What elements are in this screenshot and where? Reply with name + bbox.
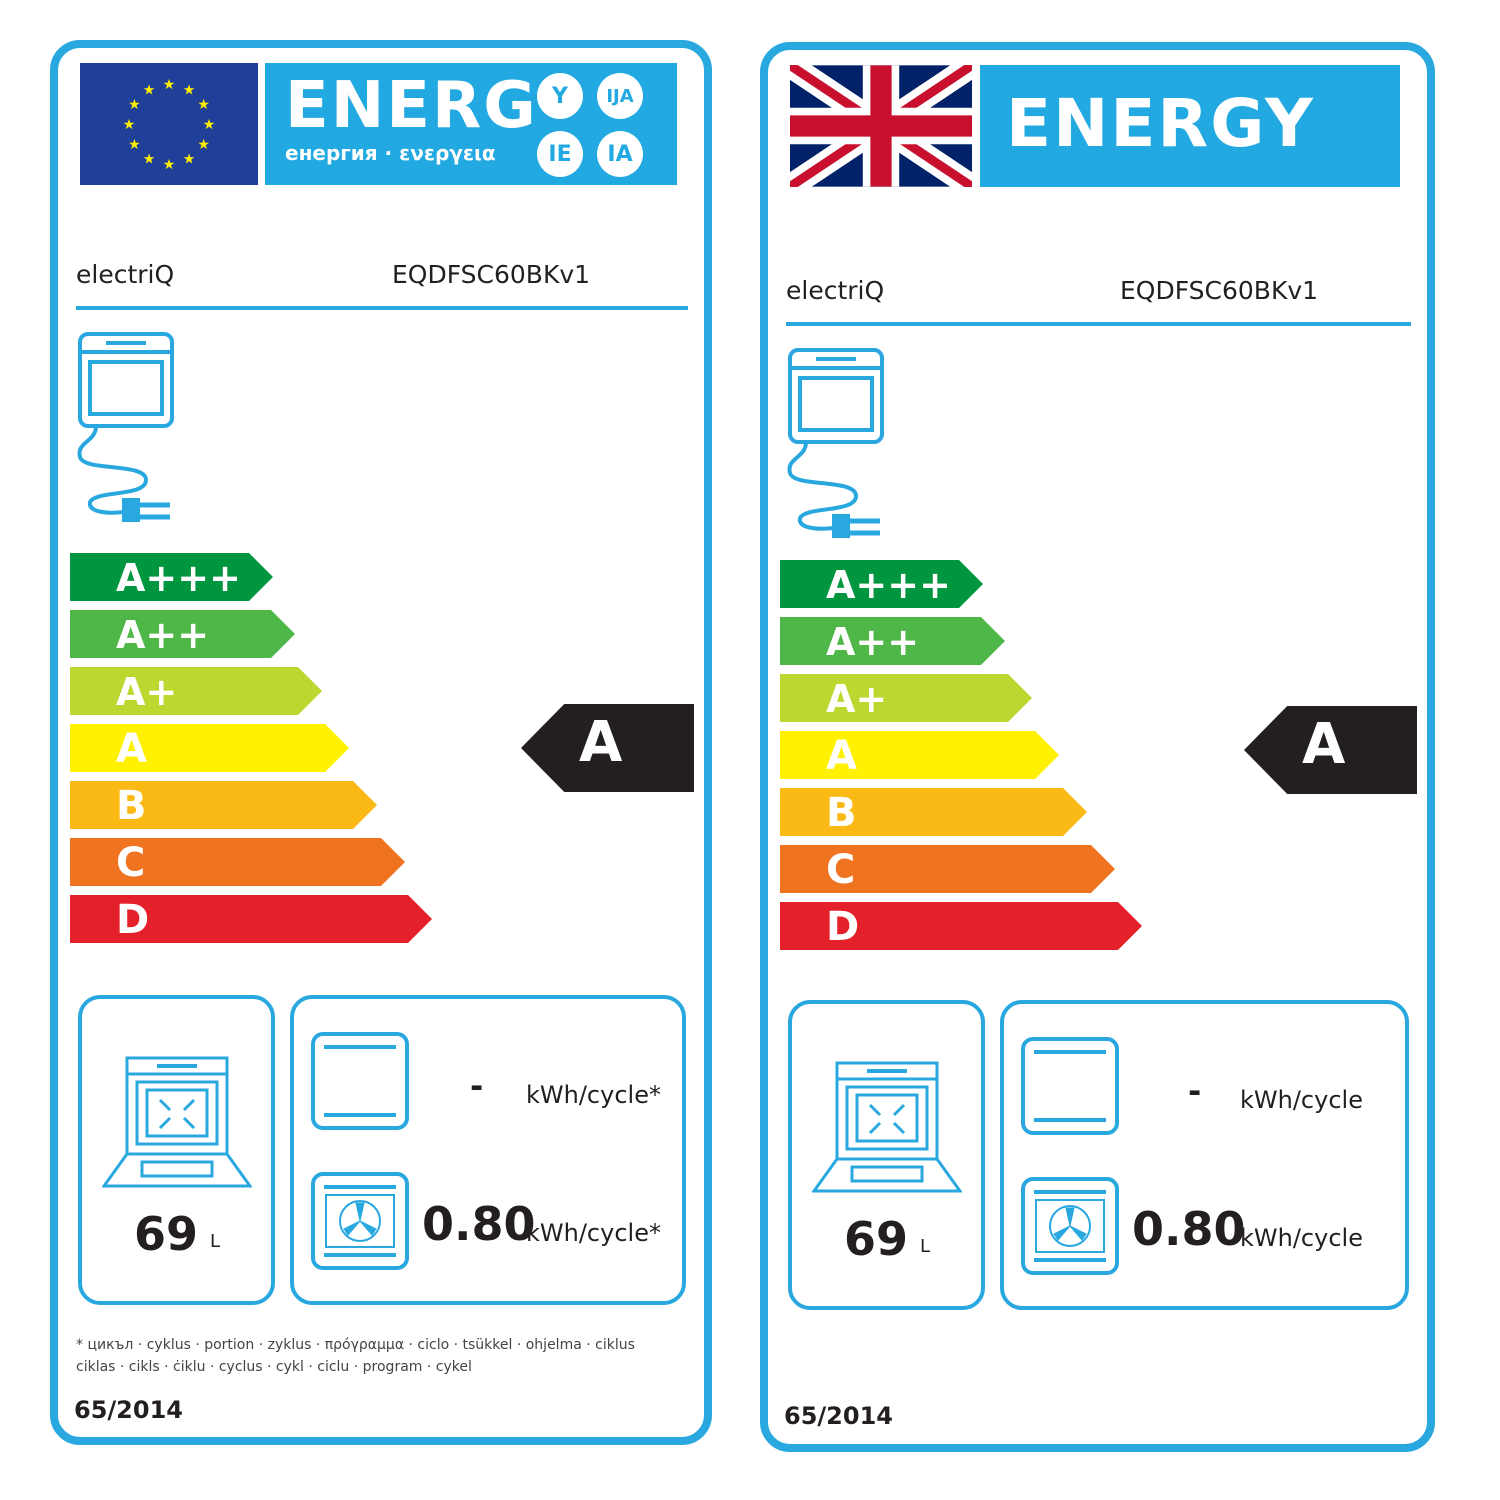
energy-class-bar: C [780,845,1115,893]
uk-flag-icon [783,55,979,197]
energy-class-bar: A++ [70,610,295,658]
energy-class-label: C [116,840,146,886]
energy-rating: A [579,710,623,775]
volume-box: 69 L [788,1000,985,1310]
svg-text:★: ★ [183,152,196,168]
header-divider [76,306,688,310]
footnote-line: * цикъл · cyklus · portion · zyklus · πρ… [76,1337,635,1353]
conventional-mode-icon [1020,1036,1120,1140]
energy-class-label: A++ [116,613,210,657]
svg-text:★: ★ [163,77,176,93]
energy-class-bar: D [70,895,432,943]
header-suffix: IJA [597,73,643,119]
volume-unit: L [920,1236,931,1257]
energy-label-eu: ★ ★ ★ ★ ★ ★ ★ ★ ★ ★ ★ ★ ENERG енергия · ενεργεια Y IJA I… [50,40,712,1445]
energy-class-bar: D [780,902,1142,950]
energy-class-bar: B [780,788,1087,836]
regulation-number: 65/2014 [784,1402,893,1430]
fan-forced-mode-icon [1020,1176,1120,1280]
energy-class-label: A [826,733,857,779]
energy-class-bar: A++ [780,617,1005,665]
energy-class-label: A [116,726,147,772]
brand-name: electriQ [786,276,885,305]
energy-rating-arrow: A [1244,706,1417,794]
energy-class-label: D [116,897,150,943]
header-suffix: IE [537,131,583,177]
footnote-line: ciklas · cikls · ċiklu · cyclus · cykl ·… [76,1359,472,1375]
oven-cavity-icon [811,1059,963,1203]
fan-energy-value: 0.80 [1132,1202,1246,1256]
volume-box: 69 L [78,995,275,1305]
energy-class-bar: A+++ [70,553,273,601]
energy-class-label: D [826,904,860,950]
fan-energy-unit: kWh/cycle* [526,1219,661,1247]
energy-class-label: A++ [826,620,920,664]
energy-class-bar: A [70,724,349,772]
fan-forced-mode-icon [310,1171,410,1275]
energy-class-bar: A+++ [780,560,983,608]
oven-cavity-icon [101,1054,253,1198]
volume-value: 69 [134,1207,199,1261]
energy-class-label: C [826,847,856,893]
svg-text:★: ★ [183,82,196,98]
svg-text:★: ★ [163,157,176,173]
svg-text:★: ★ [143,82,156,98]
svg-text:★: ★ [197,97,210,113]
header-suffix: IA [597,131,643,177]
header-suffix: Y [537,73,583,119]
energy-rating-arrow: A [521,704,694,792]
svg-text:★: ★ [128,137,141,153]
volume-value: 69 [844,1212,909,1266]
energy-class-label: A+++ [826,563,951,607]
energy-consumption-box: - kWh/cycle* 0.80 kWh/cycle* [290,995,686,1305]
header-subtitle: енергия · ενεργεια [285,141,496,165]
fan-energy-unit: kWh/cycle [1240,1224,1363,1252]
energy-header: ENERG енергия · ενεργεια Y IJA IE IA [265,63,677,185]
conventional-mode-icon [310,1031,410,1135]
electric-oven-icon [786,348,886,542]
model-number: EQDFSC60BKv1 [392,260,591,289]
energy-consumption-box: - kWh/cycle 0.80 kWh/cycle [1000,1000,1409,1310]
footnote: * цикъл · cyklus · portion · zyklus · πρ… [76,1334,635,1378]
header-divider [786,322,1411,326]
conventional-energy-unit: kWh/cycle* [526,1081,661,1109]
energy-class-bar: B [70,781,377,829]
electric-oven-icon [76,332,176,526]
header-title: ENERG [285,69,538,143]
svg-text:★: ★ [123,117,136,133]
energy-class-label: A+ [826,677,888,721]
energy-class-label: B [826,790,857,836]
brand-name: electriQ [76,260,175,289]
energy-class-bar: A [780,731,1059,779]
energy-class-label: A+ [116,670,178,714]
svg-text:★: ★ [197,137,210,153]
energy-class-bar: A+ [70,667,322,715]
model-number: EQDFSC60BKv1 [1120,276,1319,305]
energy-class-label: B [116,783,147,829]
energy-class-bar: C [70,838,405,886]
svg-text:★: ★ [128,97,141,113]
fan-energy-value: 0.80 [422,1197,536,1251]
header-title: ENERGY [1006,85,1315,162]
conventional-energy-value: - [470,1067,484,1105]
conventional-energy-unit: kWh/cycle [1240,1086,1363,1114]
regulation-number: 65/2014 [74,1396,183,1424]
energy-header: ENERGY [980,65,1400,187]
svg-text:★: ★ [203,117,216,133]
svg-text:★: ★ [143,152,156,168]
energy-label-uk: ENERGY electriQ EQDFSC60BKv1 A+++ A++ A+ A B C D… [760,42,1435,1452]
conventional-energy-value: - [1188,1072,1202,1110]
volume-unit: L [210,1231,221,1252]
energy-class-bar: A+ [780,674,1032,722]
energy-rating: A [1302,712,1346,777]
energy-class-label: A+++ [116,556,241,600]
eu-flag-icon: ★ ★ ★ ★ ★ ★ ★ ★ ★ ★ ★ ★ [80,63,258,189]
